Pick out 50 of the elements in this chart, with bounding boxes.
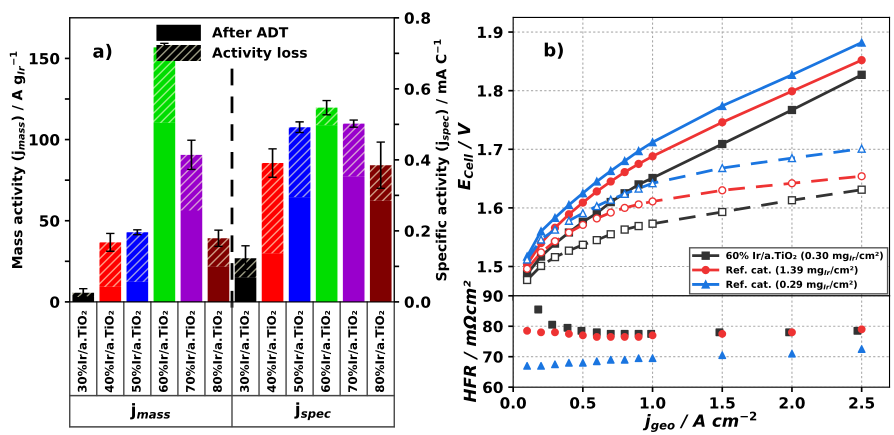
y-tick-label: 1.5 (478, 261, 502, 273)
x-tick-label: 60%Ir/a.TiO₂ (320, 310, 331, 392)
legend-label: 60% Ir/a.TiO₂ (0.30 mg$_{Ir}$/cm²) (726, 252, 883, 262)
y-tick-label: 100 (30, 134, 60, 146)
legend-label: Ref. cat. (1.39 mg$_{Ir}$/cm²) (726, 266, 858, 276)
y-tick-label: 1.8 (478, 85, 502, 97)
x-tick-label: 50%Ir/a.TiO₂ (132, 310, 142, 392)
x-tick-label: 2.5 (849, 397, 874, 409)
legend-label: Ref. cat. (0.29 mg$_{Ir}$/cm²) (726, 280, 857, 290)
annotation: a) (93, 44, 112, 60)
x-tick-label: 40%Ir/a.TiO₂ (266, 310, 277, 392)
x-tick-label: 70%Ir/a.TiO₂ (348, 310, 358, 392)
x-tick-label: 0.5 (570, 397, 596, 409)
x-tick-label: 1.5 (710, 397, 735, 409)
text: j$_{mass}$ (130, 403, 170, 420)
x-tick-label: 70%Ir/a.TiO₂ (186, 310, 196, 392)
y2-tick-label: 0.4 (404, 154, 430, 166)
text: j$_{spec}$ (294, 402, 331, 420)
y2-tick-label: 0.2 (404, 225, 430, 237)
y-tick-label: 60 (483, 382, 503, 394)
legend-label: Activity loss (212, 47, 307, 61)
y-tick-label: 90 (482, 290, 503, 302)
x-tick-label: 1.0 (640, 397, 666, 409)
legend-label: After ADT (212, 26, 288, 38)
y-axis-title: E$_{Cell}$ / V (458, 122, 474, 190)
x-tick-label: 30%Ir/a.TiO₂ (240, 310, 250, 392)
x-tick-label: 0.0 (500, 397, 526, 409)
y-tick-label: 70 (483, 351, 503, 363)
y2-tick-label: 0.6 (404, 83, 430, 95)
x-tick-label: 80%Ir/a.TiO₂ (375, 310, 386, 392)
y-tick-label: 50 (40, 215, 60, 227)
y-tick-label: 1.9 (478, 26, 502, 38)
y-axis-title: Mass activity (j$_{mass}$) / A g$_{Ir}$$^{−1}$ (10, 52, 26, 268)
y2-tick-label: 0.8 (404, 12, 430, 24)
y-tick-label: 150 (30, 52, 60, 64)
y-tick-label: 1.7 (478, 144, 502, 156)
x-tick-label: 30%Ir/a.TiO₂ (78, 310, 88, 392)
y-axis-title: HFR / mΩcm² (464, 280, 478, 402)
x-tick-label: 50%Ir/a.TiO₂ (294, 310, 304, 392)
x-tick-label: 40%Ir/a.TiO₂ (104, 310, 115, 392)
annotation: b) (544, 42, 563, 59)
y-tick-label: 80 (483, 320, 503, 332)
y-tick-label: 0 (50, 296, 60, 308)
x-tick-label: 60%Ir/a.TiO₂ (158, 310, 169, 392)
x-tick-label: 2.0 (780, 397, 805, 409)
y2-tick-label: 0.0 (404, 296, 430, 308)
x-axis-title: j$_{geo}$ / A cm$^{−2}$ (642, 412, 756, 432)
y2-axis-title: Specific activity (j$_{spec}$) / mA C$^{−1}$ (434, 39, 451, 280)
y-tick-label: 1.6 (478, 202, 503, 214)
x-tick-label: 80%Ir/a.TiO₂ (212, 310, 223, 392)
